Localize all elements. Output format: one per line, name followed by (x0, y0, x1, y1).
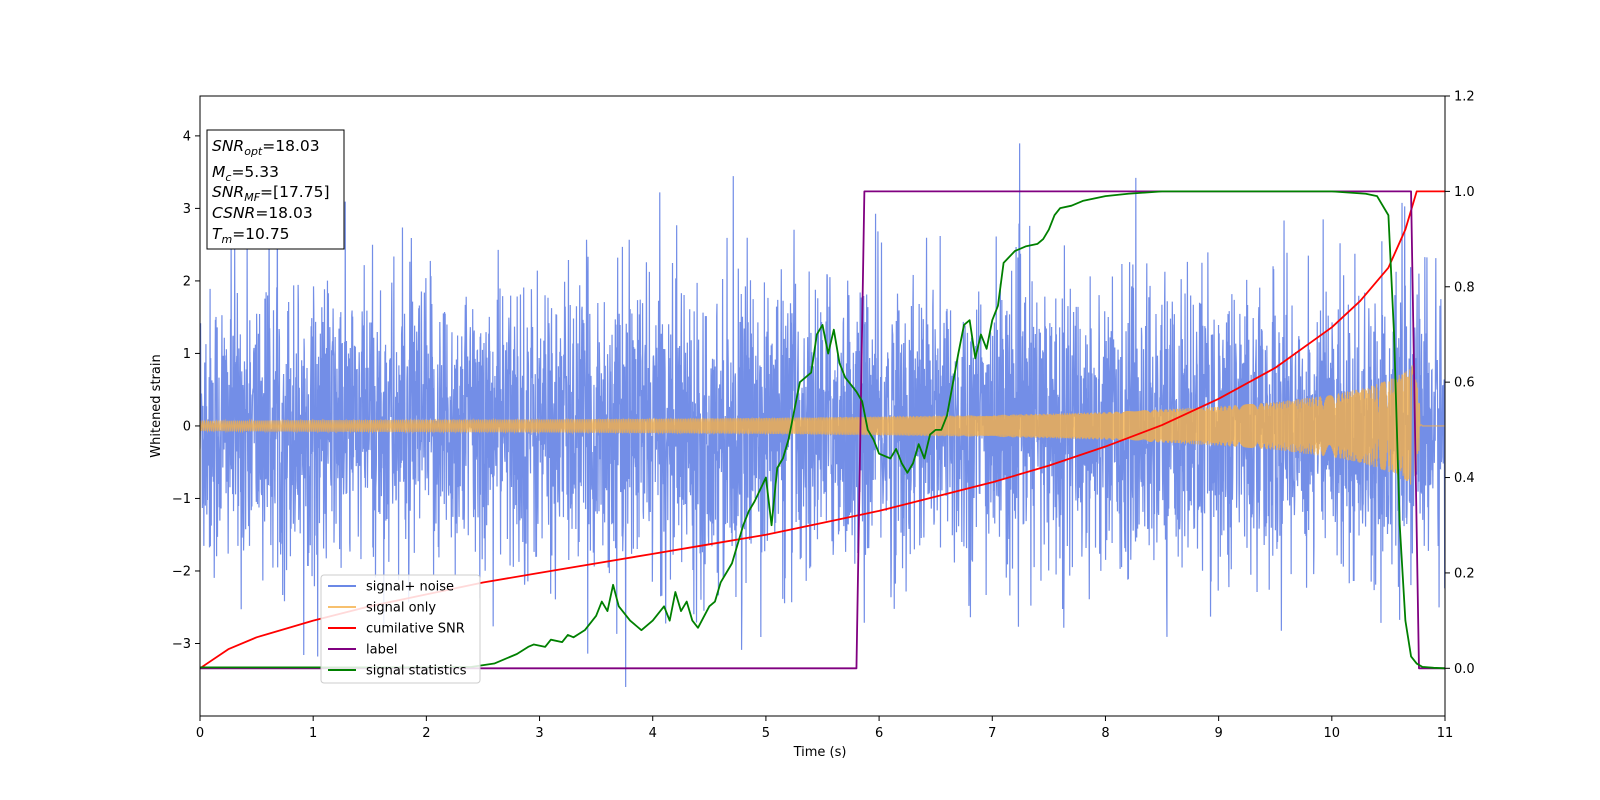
y-left-tick-label: 4 (183, 129, 191, 144)
legend-label-signal-statistics: signal statistics (366, 664, 467, 679)
annotation-box: SNRopt=18.03 Mc=5.33SNRMF=[17.75]CSNR=18.… (206, 129, 345, 250)
series-line-label (200, 190, 1445, 670)
x-tick-label: 1 (309, 726, 317, 741)
legend-label-signal-noise: signal+ noise (366, 580, 454, 595)
y-right-tick-label: 0.8 (1454, 280, 1475, 295)
y-right-tick-label: 0.4 (1454, 471, 1475, 486)
x-tick-label: 11 (1437, 726, 1454, 741)
y-axis-label: Whitened strain (149, 354, 164, 457)
y-left-tick-label: 3 (183, 202, 191, 217)
legend-label-signal-only: signal only (366, 601, 436, 616)
annotation-frame (206, 129, 345, 250)
legend-label-cumilative-snr: cumilative SNR (366, 622, 465, 637)
x-axis-label: Time (s) (793, 745, 847, 760)
annotation-line: Tm=10.75 (212, 225, 290, 246)
y-right-tick-label: 1.0 (1454, 185, 1475, 200)
y-left-tick-label: 2 (183, 274, 191, 289)
y-left-tick-label: 1 (183, 347, 191, 362)
x-tick-label: 10 (1324, 726, 1341, 741)
annotation-line: CSNR=18.03 (212, 204, 313, 222)
annotation-line: Mc=5.33 (212, 163, 279, 184)
legend-frame (320, 574, 481, 684)
y-right-tick-label: 0.0 (1454, 662, 1475, 677)
x-tick-label: 8 (1101, 726, 1109, 741)
legend: signal+ noise signal only cumilative SNR la… (320, 574, 481, 684)
y-right-tick-label: 0.2 (1454, 566, 1475, 581)
x-tick-label: 6 (875, 726, 883, 741)
x-tick-label: 7 (988, 726, 996, 741)
y-left-tick-label: −3 (172, 637, 191, 652)
axes-layer: 0 1 2 3 4 5 6 7 8 9 10 11 −3 −2 −1 0 1 2 3 4 0.0 0.2 0.4 0.6 0.8… (172, 90, 1475, 742)
y-right-tick-label: 0.6 (1454, 376, 1475, 391)
x-tick-label: 5 (762, 726, 770, 741)
y-right-tick-label: 1.2 (1454, 90, 1475, 105)
x-tick-label: 2 (422, 726, 430, 741)
annotation-line: SNRopt=18.03 (212, 137, 320, 158)
y-left-tick-label: 0 (183, 419, 191, 434)
series-line-signal-statistics (200, 190, 1445, 670)
plot-frame (199, 95, 1446, 717)
x-tick-label: 4 (649, 726, 657, 741)
y-left-tick-label: −2 (172, 564, 191, 579)
x-tick-label: 0 (196, 726, 204, 741)
x-tick-label: 9 (1214, 726, 1222, 741)
x-tick-label: 3 (535, 726, 543, 741)
legend-label-label: label (366, 643, 397, 658)
y-left-tick-label: −1 (172, 492, 191, 507)
annotation-line: SNRMF=[17.75] (212, 183, 330, 204)
series-line-signal-only (200, 364, 1445, 485)
